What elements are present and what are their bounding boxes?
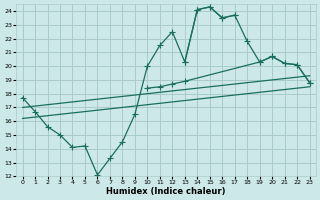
X-axis label: Humidex (Indice chaleur): Humidex (Indice chaleur) — [106, 187, 226, 196]
